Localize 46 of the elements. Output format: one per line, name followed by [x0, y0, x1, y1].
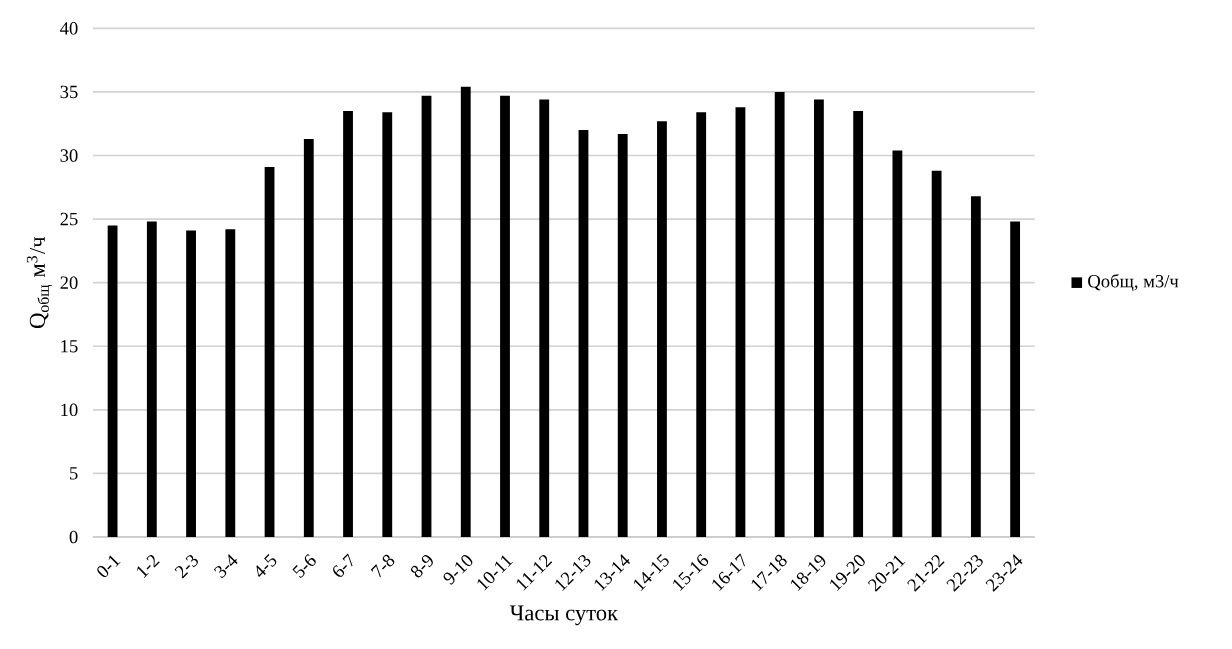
bar [970, 196, 981, 538]
bar [578, 130, 589, 538]
bar [186, 230, 196, 538]
bar [931, 170, 942, 538]
y-tick-label: 5 [70, 467, 78, 480]
y-tick-label: 0 [69, 530, 78, 544]
bar [460, 86, 471, 538]
x-tick-label: 9-10 [443, 555, 473, 585]
bar [343, 111, 353, 538]
y-tick-label: 20 [60, 276, 78, 289]
bar [500, 95, 510, 538]
legend-label: Qобщ, м3/ч [1088, 274, 1179, 292]
y-tick-label: 25 [60, 212, 78, 226]
bar [892, 150, 903, 538]
bar [421, 95, 432, 538]
bar [264, 167, 275, 538]
bar [617, 133, 628, 538]
bar [814, 99, 824, 538]
x-tick-label: 6-7 [333, 553, 353, 577]
bar [225, 229, 236, 538]
y-axis-title: Q$_{общ}$ м$^{3}$/ч [26, 236, 53, 329]
bar [539, 99, 550, 538]
y-tick-label: 30 [60, 149, 78, 162]
y-tick-label: 15 [61, 340, 78, 353]
bar [1010, 221, 1021, 538]
bar [382, 112, 393, 538]
bar [107, 225, 118, 538]
x-axis-title: Часы суток [509, 605, 619, 626]
y-tick-label: 10 [61, 403, 78, 417]
x-tick-label: 4-5 [256, 554, 277, 577]
bar [774, 91, 785, 538]
x-tick-label: 5-6 [292, 554, 316, 579]
x-tick-label: 2-3 [174, 555, 198, 579]
bar [696, 112, 707, 538]
y-tick-label: 35 [60, 85, 78, 99]
x-tick-label: 3-4 [213, 554, 238, 579]
y-tick-label: 40 [60, 22, 78, 35]
bar [146, 221, 157, 538]
bar [853, 111, 864, 538]
x-tick-label: 1-2 [136, 555, 160, 578]
x-tick-label: 7-8 [370, 554, 395, 578]
x-tick-label: 8-9 [410, 555, 433, 578]
bar [657, 121, 667, 538]
bar [735, 107, 746, 538]
x-tick-label: 0-1 [97, 555, 121, 578]
bar [303, 139, 314, 538]
